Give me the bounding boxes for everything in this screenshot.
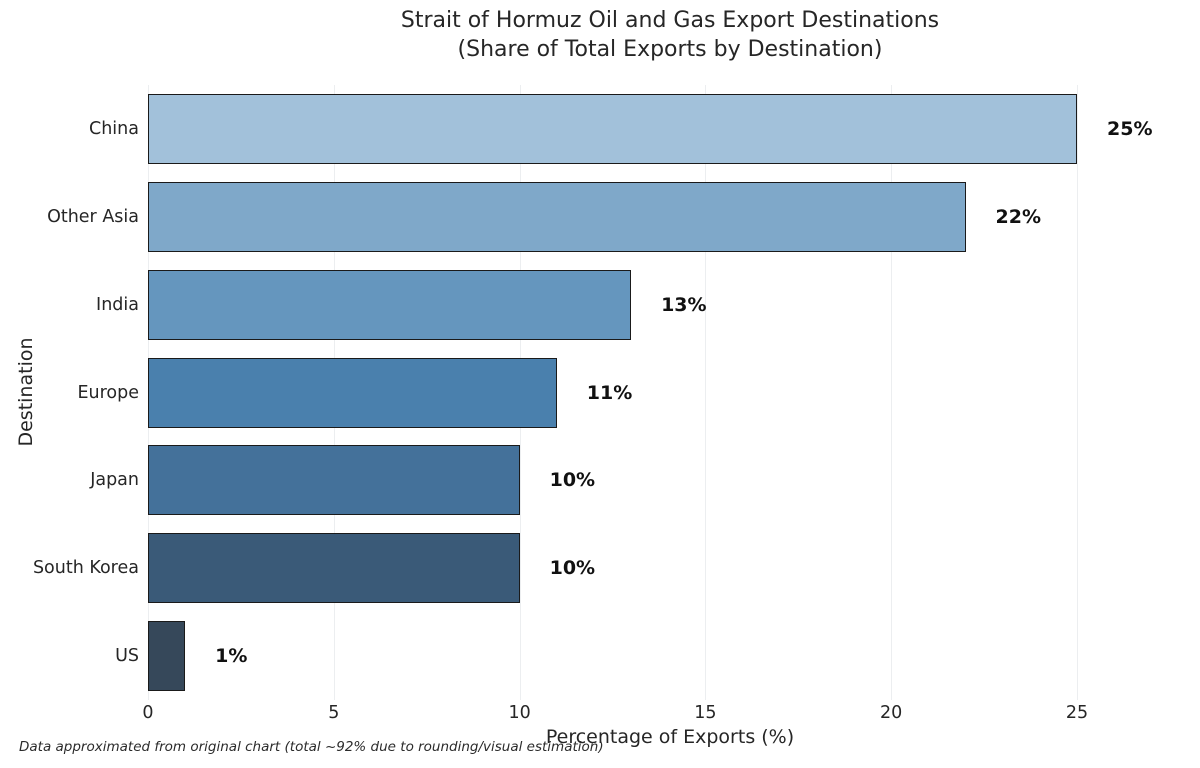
value-label: 22%: [995, 205, 1041, 228]
bar: [148, 93, 1077, 164]
value-label: 1%: [215, 645, 248, 668]
bar: [148, 357, 557, 428]
plot-area: China 25% Other Asia 22% India 13% Europe 11% Ja…: [33, 85, 1192, 723]
bar: [148, 445, 520, 516]
bar-row: Europe 11%: [77, 357, 1192, 428]
x-tick-label: 15: [694, 703, 717, 723]
value-label: 25%: [1107, 117, 1153, 140]
bar: [148, 181, 966, 252]
x-tick-label: 20: [880, 703, 903, 723]
value-label: 10%: [549, 557, 596, 580]
chart-title: Strait of Hormuz Oil and Gas Export Dest…: [400, 8, 940, 33]
chart-title-block: Strait of Hormuz Oil and Gas Export Dest…: [148, 6, 1192, 64]
gridline-x-25: [1077, 85, 1078, 700]
x-tick-label: 25: [1065, 703, 1089, 723]
category-label: India: [96, 294, 139, 315]
bar-row: South Korea 10%: [33, 533, 1192, 604]
bar-row: China 25%: [89, 93, 1192, 164]
category-label: Japan: [90, 470, 139, 491]
chart-subtitle: (Share of Total Exports by Destination): [457, 37, 883, 62]
category-label: South Korea: [32, 558, 139, 579]
category-label: Europe: [77, 382, 139, 403]
x-tick-label: 0: [142, 703, 154, 723]
bar-row: Japan 10%: [90, 445, 1192, 516]
category-label: Other Asia: [47, 206, 139, 227]
bar-row: Other Asia 22%: [47, 181, 1192, 252]
x-tick-label: 10: [508, 703, 531, 723]
bar-row: India 13%: [96, 269, 1192, 340]
footnote: Data approximated from original chart (t…: [19, 739, 604, 755]
x-axis-label: Percentage of Exports (%): [545, 726, 795, 748]
category-label: China: [89, 118, 139, 139]
bar: [148, 269, 632, 340]
y-axis-label: Destination: [15, 337, 37, 447]
gridline-x-20: [891, 85, 893, 700]
bar-row: US 1%: [115, 621, 1192, 692]
value-label: 10%: [549, 469, 596, 492]
bar: [148, 533, 520, 604]
gridline-x-15: [705, 85, 707, 700]
value-label: 11%: [586, 381, 633, 404]
bar: [148, 621, 186, 692]
category-label: US: [115, 646, 139, 667]
value-label: 13%: [661, 293, 707, 316]
x-tick-label: 5: [328, 703, 340, 723]
